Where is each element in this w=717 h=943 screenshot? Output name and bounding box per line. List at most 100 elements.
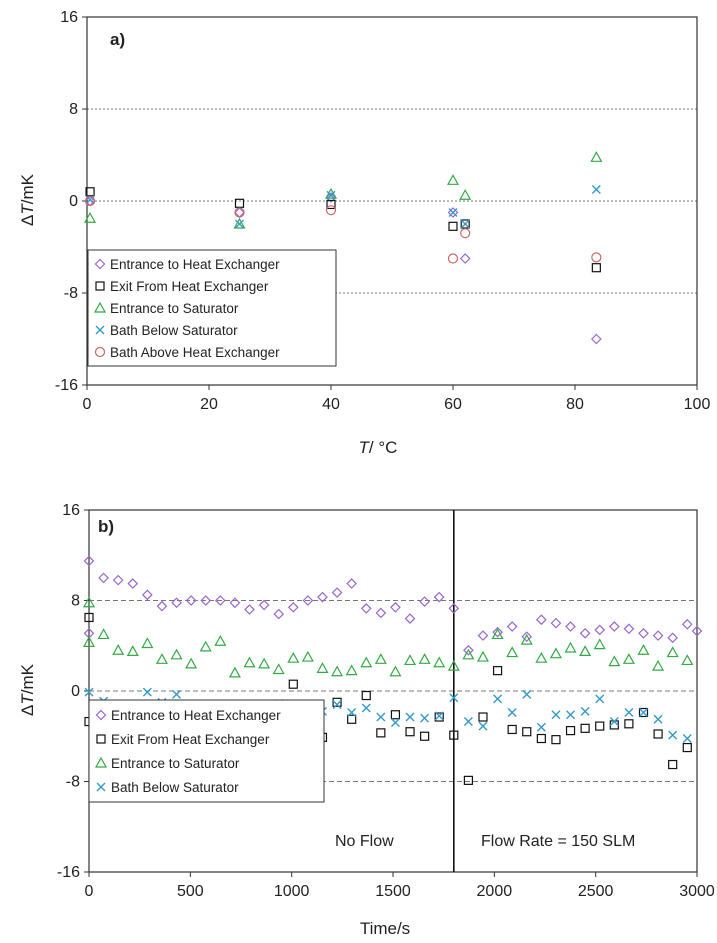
data-point-square: [434, 712, 444, 722]
series-triangle: [82, 596, 694, 678]
data-point-cross: [551, 710, 561, 720]
data-point-diamond: [521, 631, 533, 643]
data-point-cross: [390, 718, 400, 728]
data-point-circle: [460, 228, 471, 239]
series-diamond: [83, 555, 703, 656]
data-point-triangle: [652, 659, 665, 671]
series-circle: [84, 195, 602, 264]
x-tick-label: 2500: [578, 883, 614, 900]
data-point-square: [405, 727, 415, 737]
data-point-diamond: [287, 601, 299, 613]
y-tick-label: -16: [57, 864, 80, 881]
data-point-diamond: [229, 597, 241, 609]
data-point-triangle: [112, 644, 125, 655]
data-point-diamond: [463, 644, 474, 656]
data-point-triangle: [214, 634, 227, 646]
data-point-cross: [639, 707, 648, 717]
y-tick-label: -16: [55, 377, 78, 394]
legend-label: Bath Below Saturator: [111, 780, 239, 795]
data-point-cross: [326, 190, 336, 200]
panel-a-chart: 0 20 40 60 80 100 -16 -8 0 8 16 a) T/ °C ΔT/mK Ent…: [18, 9, 711, 457]
data-point-cross: [84, 687, 94, 697]
y-tick-label: 0: [69, 193, 78, 210]
data-point-diamond: [691, 625, 703, 637]
x-tick-label: 1500: [375, 883, 411, 900]
data-point-triangle: [272, 663, 285, 675]
annotation-no-flow: No Flow: [335, 833, 394, 850]
data-point-triangle: [506, 646, 519, 658]
data-point-diamond: [83, 555, 95, 567]
series-triangle: [84, 151, 603, 229]
data-point-triangle: [199, 640, 212, 652]
legend-label: Entrance to Saturator: [111, 756, 240, 771]
data-point-triangle: [564, 641, 577, 653]
y-tick-label: -8: [66, 774, 80, 791]
legend-item: Bath Above Heat Exchanger: [94, 345, 280, 360]
panel-b-ticks: 0 500 1000 1500 2000 2500 3000 -16 -8 0 8 16: [57, 502, 715, 900]
data-point-diamond: [550, 617, 562, 629]
data-point-square: [580, 723, 590, 733]
data-point-diamond: [156, 600, 168, 612]
series-square: [85, 187, 601, 273]
legend-label: Entrance to Heat Exchanger: [110, 257, 280, 272]
y-tick-label: 8: [69, 101, 78, 118]
data-point-square: [565, 725, 576, 736]
legend-triangle-icon: [94, 756, 108, 768]
data-point-diamond: [360, 603, 372, 614]
data-point-triangle: [287, 651, 300, 663]
panel-b-gridlines: [89, 600, 697, 782]
data-point-triangle: [491, 628, 504, 640]
data-point-square: [478, 712, 488, 722]
data-point-triangle: [258, 657, 271, 669]
x-tick-label: 20: [200, 396, 218, 413]
panel-a-ticks: 0 20 40 60 80 100 -16 -8 0 8 16: [55, 9, 711, 413]
data-point-triangle: [155, 653, 168, 664]
data-point-diamond: [346, 578, 358, 589]
annotation-flow-rate: Flow Rate = 150 SLM: [481, 833, 635, 850]
data-point-triangle: [622, 653, 635, 664]
data-point-triangle: [228, 666, 241, 678]
panel-b-chart: 0 500 1000 1500 2000 2500 3000 -16 -8 0 8 16 b) No …: [18, 502, 715, 938]
data-point-triangle: [233, 217, 246, 229]
data-point-square: [376, 728, 386, 738]
data-point-cross: [591, 185, 601, 194]
data-point-triangle: [666, 646, 679, 658]
data-point-diamond: [591, 333, 602, 345]
data-point-diamond: [317, 591, 328, 603]
data-point-square: [522, 727, 532, 737]
legend-diamond-icon: [94, 258, 106, 270]
data-point-cross: [507, 707, 517, 717]
data-point-square: [449, 730, 459, 740]
data-point-square: [347, 714, 357, 724]
data-point-triangle: [476, 650, 490, 662]
data-point-cross: [332, 700, 342, 710]
data-point-cross: [536, 722, 546, 732]
data-point-cross: [668, 730, 678, 740]
data-point-cross: [682, 734, 692, 744]
data-point-triangle: [681, 654, 694, 666]
data-point-diamond: [404, 613, 416, 624]
panel-b-label: b): [98, 517, 114, 536]
x-tick-label: 2000: [477, 883, 513, 900]
data-point-diamond: [565, 621, 576, 632]
data-point-diamond: [142, 589, 153, 601]
data-point-circle: [325, 205, 337, 216]
data-point-square: [448, 221, 458, 231]
panel-a-markers: [84, 151, 603, 345]
legend-item: Entrance to Saturator: [94, 756, 240, 771]
data-point-triangle: [404, 654, 417, 666]
data-point-diamond: [681, 618, 693, 630]
data-point-diamond: [506, 621, 518, 632]
data-point-square: [326, 199, 336, 210]
data-point-diamond: [98, 572, 109, 584]
legend-label: Exit From Heat Exchanger: [111, 732, 270, 747]
x-tick-label: 3000: [679, 883, 715, 900]
legend-circle-icon: [94, 346, 106, 358]
data-point-triangle: [593, 638, 606, 650]
y-tick-label: 16: [60, 9, 78, 26]
panel-b-y-axis-label: ΔT/mK: [18, 663, 37, 716]
data-point-triangle: [520, 633, 533, 645]
data-point-triangle: [185, 657, 198, 669]
y-tick-label: 0: [71, 683, 80, 700]
x-tick-label: 0: [83, 396, 92, 413]
